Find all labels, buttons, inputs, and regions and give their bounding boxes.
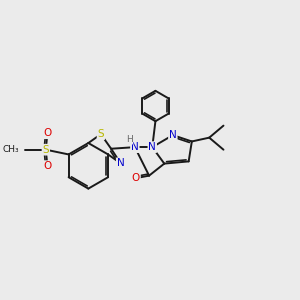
- Text: N: N: [117, 158, 124, 168]
- Text: N: N: [169, 130, 177, 140]
- Text: H: H: [126, 135, 133, 144]
- Text: CH₃: CH₃: [3, 145, 20, 154]
- Text: O: O: [43, 161, 52, 171]
- Text: N: N: [131, 142, 139, 152]
- Text: S: S: [43, 145, 49, 155]
- Text: O: O: [132, 173, 140, 183]
- Text: N: N: [148, 142, 156, 152]
- Text: S: S: [98, 129, 104, 139]
- Text: O: O: [43, 128, 52, 138]
